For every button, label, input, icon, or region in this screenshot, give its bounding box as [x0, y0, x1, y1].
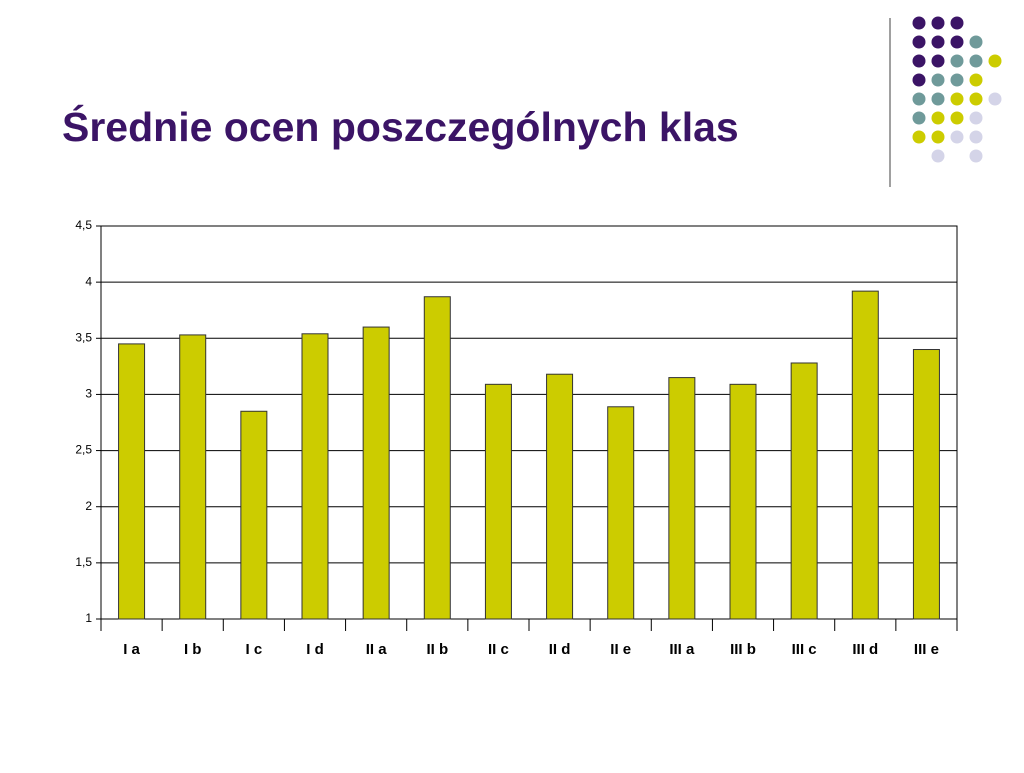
dot [912, 92, 926, 106]
y-tick-label: 4,5 [75, 218, 92, 232]
x-tick-label: I d [306, 641, 324, 658]
bar [546, 373, 574, 620]
dot [931, 35, 945, 49]
dot [950, 111, 964, 125]
dot [969, 130, 983, 144]
x-tick-label: II e [610, 641, 631, 658]
x-tick-label: I a [123, 641, 140, 658]
bar [362, 326, 390, 620]
dot [912, 16, 926, 30]
dot [969, 54, 983, 68]
dot [931, 130, 945, 144]
dot [969, 92, 983, 106]
dot [931, 54, 945, 68]
dot [931, 111, 945, 125]
decoration [912, 16, 1002, 163]
dot [931, 73, 945, 87]
dot [931, 149, 945, 163]
dot [950, 73, 964, 87]
y-tick-label: 3,5 [75, 330, 92, 344]
x-tick-label: II c [488, 641, 509, 658]
x-tick-label: III a [669, 641, 695, 658]
x-tick-label: I b [184, 641, 202, 658]
x-tick-label: III e [914, 641, 939, 658]
x-tick-label: I c [246, 641, 263, 658]
bar [423, 296, 451, 620]
y-tick-label: 1 [85, 611, 92, 625]
chart-title: Średnie ocen poszczególnych klas [62, 104, 739, 150]
dot [912, 130, 926, 144]
dot [969, 111, 983, 125]
y-tick-label: 1,5 [75, 555, 92, 569]
y-tick-label: 3 [85, 387, 92, 401]
dot [988, 54, 1002, 68]
x-tick-label: III c [792, 641, 817, 658]
dot [912, 54, 926, 68]
bar [668, 377, 696, 620]
x-tick-label: III b [730, 641, 756, 658]
dot [969, 73, 983, 87]
bar [118, 343, 146, 620]
x-tick-label: II a [366, 641, 388, 658]
bar [607, 406, 635, 620]
bar [179, 334, 207, 620]
dot [969, 149, 983, 163]
y-tick-label: 2,5 [75, 443, 92, 457]
bar [240, 410, 268, 620]
bar [790, 362, 818, 620]
x-tick-label: III d [852, 641, 878, 658]
y-tick-label: 4 [85, 274, 92, 288]
dot [969, 35, 983, 49]
bar [912, 349, 940, 620]
bar [729, 383, 757, 620]
dot [950, 16, 964, 30]
dot [912, 73, 926, 87]
dot [931, 16, 945, 30]
bar [301, 333, 329, 620]
x-tick-label: II b [426, 641, 448, 658]
dot [950, 54, 964, 68]
dot [988, 92, 1002, 106]
dot [912, 35, 926, 49]
dot [912, 111, 926, 125]
dot [950, 35, 964, 49]
dot [950, 92, 964, 106]
bar [484, 383, 512, 620]
y-tick-label: 2 [85, 499, 92, 513]
bar [851, 290, 879, 620]
plot-area [100, 225, 958, 620]
dot [931, 92, 945, 106]
x-tick-label: II d [549, 641, 571, 658]
dot [950, 130, 964, 144]
